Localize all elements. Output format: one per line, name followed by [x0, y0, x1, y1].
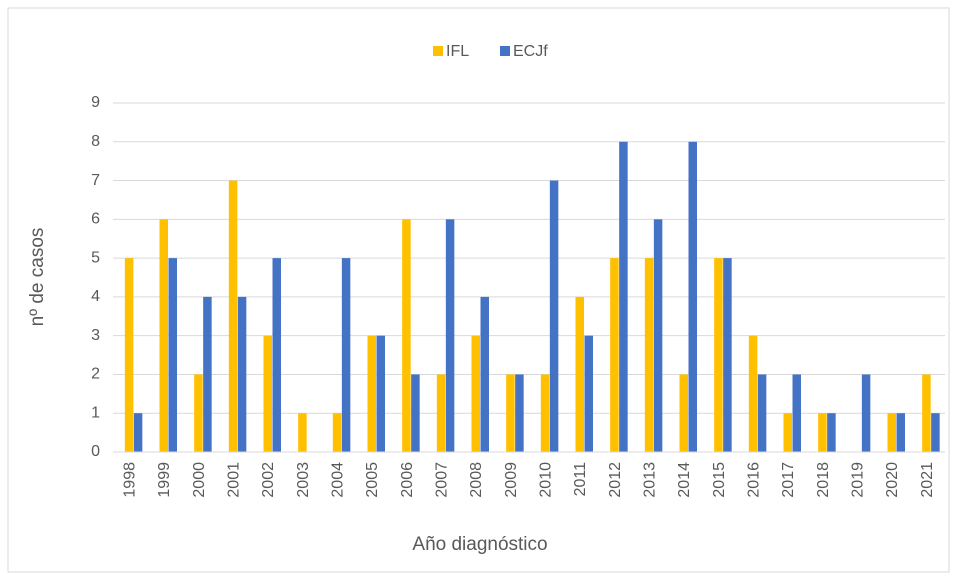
bar [480, 296, 489, 452]
bar [168, 258, 177, 452]
x-tick-label: 2015 [711, 462, 728, 498]
x-tick-label: 2020 [884, 462, 901, 498]
bar [332, 413, 342, 452]
legend-swatch [433, 46, 443, 56]
x-tick-label: 2014 [676, 462, 693, 498]
bar [367, 335, 376, 452]
bar [584, 335, 593, 452]
bar [376, 335, 385, 452]
bar [757, 374, 767, 452]
bar [827, 413, 836, 452]
bar [549, 180, 559, 453]
bar [124, 258, 134, 452]
legend-label: ECJf [513, 43, 548, 60]
x-tick-label: 2011 [572, 462, 589, 497]
bar [887, 413, 896, 452]
x-axis-title: Año diagnóstico [412, 534, 547, 555]
y-tick-label: 9 [91, 94, 100, 111]
bar [688, 141, 697, 452]
x-tick-label: 2000 [191, 462, 208, 498]
x-tick-label: 2004 [330, 462, 347, 498]
x-tick-label: 2013 [642, 462, 659, 498]
bar [159, 219, 168, 452]
x-tick-label: 2010 [538, 462, 555, 498]
y-tick-label: 7 [91, 172, 100, 189]
legend-swatch [500, 46, 510, 56]
y-tick-label: 2 [91, 366, 100, 383]
bar [133, 413, 143, 452]
x-tick-label: 2003 [295, 462, 312, 498]
x-tick-label: 2006 [399, 462, 416, 498]
y-tick-label: 5 [91, 249, 100, 266]
bar [792, 374, 801, 452]
bar [203, 296, 212, 452]
x-tick-label: 1999 [156, 462, 173, 498]
x-tick-label: 2012 [607, 462, 624, 498]
y-tick-label: 8 [91, 133, 100, 150]
bar [575, 296, 584, 452]
bar [471, 335, 480, 452]
y-tick-label: 0 [91, 443, 100, 460]
bar [445, 219, 455, 452]
x-tick-label: 2021 [919, 462, 936, 498]
bar [272, 258, 281, 452]
bar [436, 374, 446, 452]
bar [228, 180, 238, 453]
x-tick-label: 2007 [434, 462, 451, 498]
bar [679, 374, 688, 452]
x-tick-label: 2016 [746, 462, 763, 498]
bar [644, 258, 654, 452]
bar [931, 413, 940, 452]
bar [723, 258, 732, 452]
x-tick-label: 2017 [780, 462, 797, 498]
bar [896, 413, 905, 452]
x-tick-label: 2008 [468, 462, 485, 498]
bar [298, 413, 307, 452]
bar [411, 374, 420, 452]
bar [515, 374, 524, 452]
legend-label: IFL [446, 43, 469, 60]
bar [783, 413, 792, 452]
x-tick-label: 2001 [226, 462, 243, 498]
y-tick-label: 3 [91, 327, 100, 344]
x-tick-label: 1998 [122, 462, 139, 498]
bar [237, 296, 247, 452]
y-tick-label: 6 [91, 211, 100, 228]
bar [402, 219, 411, 452]
bar [922, 374, 931, 452]
y-tick-label: 1 [91, 404, 100, 421]
x-tick-label: 2005 [364, 462, 381, 498]
bar [748, 335, 758, 452]
bar [263, 335, 272, 452]
x-tick-label: 2019 [850, 462, 867, 498]
bar [818, 413, 827, 452]
bar [619, 141, 628, 452]
bar [861, 374, 871, 452]
bar [610, 258, 619, 452]
bar [194, 374, 203, 452]
x-tick-label: 2002 [260, 462, 277, 498]
y-tick-label: 4 [91, 288, 100, 305]
bar [540, 374, 550, 452]
bar [714, 258, 723, 452]
x-tick-label: 2018 [815, 462, 832, 498]
bar [341, 258, 351, 452]
y-axis-title: nº de casos [27, 228, 48, 327]
bar [653, 219, 663, 452]
x-tick-label: 2009 [503, 462, 520, 498]
bar [506, 374, 515, 452]
